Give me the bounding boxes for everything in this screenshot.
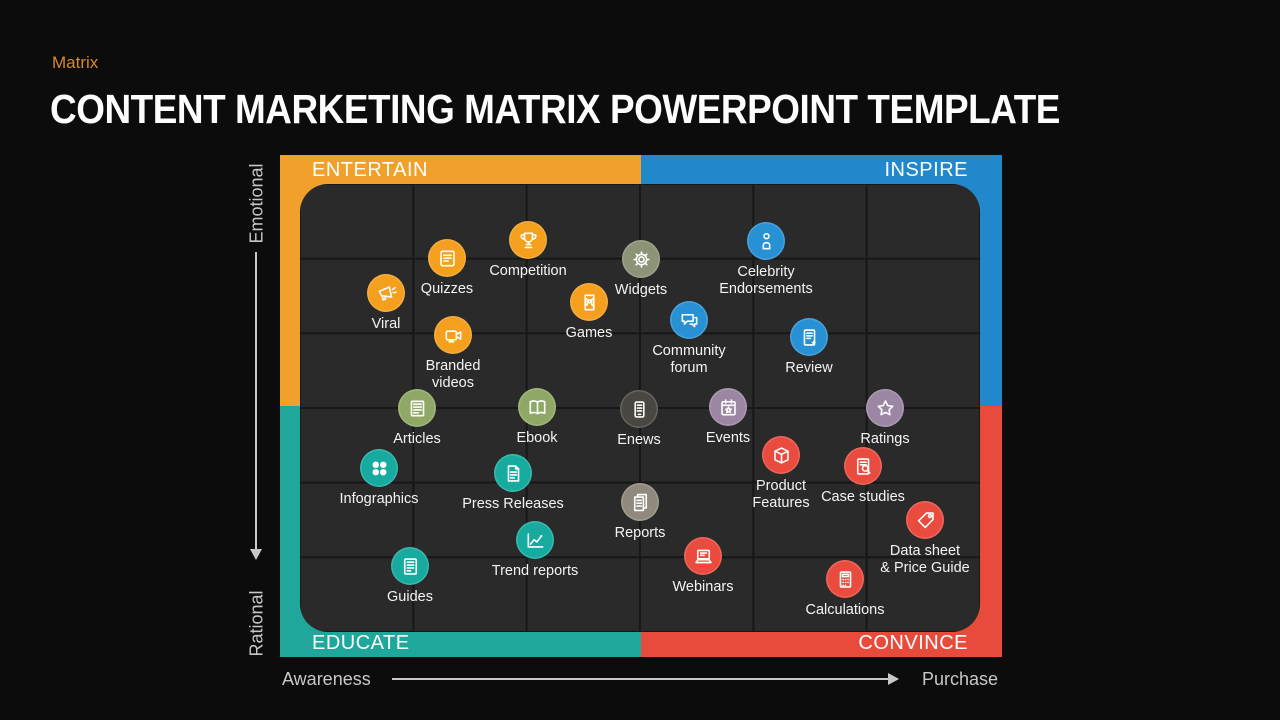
matrix-item-case-studies: Case studies — [788, 447, 938, 506]
video-camera-icon — [434, 316, 472, 354]
matrix-item-label: Review — [785, 360, 833, 376]
matrix-item-label: Branded videos — [425, 358, 481, 391]
gear-icon — [622, 240, 660, 278]
newspaper-icon — [398, 389, 436, 427]
person-icon — [747, 222, 785, 260]
clover-chart-icon — [360, 449, 398, 487]
matrix-item-webinars: Webinars — [628, 537, 778, 596]
matrix-item-label: Viral — [371, 316, 401, 332]
matrix-item-product-features: Product Features — [706, 436, 856, 511]
matrix-item-ebook: Ebook — [462, 388, 612, 447]
arcade-icon — [570, 283, 608, 321]
calendar-icon — [709, 388, 747, 426]
laptop-icon — [684, 537, 722, 575]
quadrant-label-educate: EDUCATE — [312, 632, 410, 654]
matrix-item-label: Ratings — [860, 431, 910, 447]
matrix-item-label: Calculations — [805, 602, 885, 618]
phone-news-icon — [620, 390, 658, 428]
product-box-icon — [762, 436, 800, 474]
matrix-item-articles: Articles — [342, 389, 492, 448]
matrix-item-reports: Reports — [565, 483, 715, 542]
matrix-item-label: Case studies — [821, 489, 905, 505]
doc-magnifier-icon — [844, 447, 882, 485]
matrix-item-review: Review — [734, 318, 884, 377]
matrix-item-label: Events — [705, 430, 751, 446]
matrix-item-ratings: Ratings — [810, 389, 960, 448]
matrix-item-label: Articles — [393, 431, 441, 447]
matrix-item-label: Guides — [387, 589, 433, 605]
doc-star-icon — [790, 318, 828, 356]
trend-chart-icon — [516, 521, 554, 559]
matrix-items: Viral Quizzes Competition Widgets Games Celeb… — [280, 155, 1002, 657]
matrix-item-branded-videos: Branded videos — [378, 316, 528, 391]
open-book-icon — [518, 388, 556, 426]
star-icon — [866, 389, 904, 427]
matrix-item-viral: Viral — [311, 274, 461, 333]
matrix-item-label: Widgets — [614, 282, 668, 298]
x-axis-label-purchase: Purchase — [922, 669, 999, 689]
y-axis-arrow — [255, 252, 257, 549]
content-marketing-matrix: ENTERTAIN INSPIRE EDUCATE CONVINCE Viral… — [280, 155, 1002, 657]
matrix-item-celebrity-endorsements: Celebrity Endorsements — [691, 222, 841, 297]
matrix-item-label: Press Releases — [462, 496, 564, 512]
slide-tag: Matrix — [52, 53, 99, 72]
matrix-item-guides: Guides — [335, 547, 485, 606]
press-doc-icon — [494, 454, 532, 492]
matrix-item-press-releases: Press Releases — [438, 454, 588, 513]
quadrant-label-entertain: ENTERTAIN — [312, 159, 428, 181]
matrix-item-label: Reports — [614, 525, 666, 541]
matrix-item-label: Trend reports — [491, 563, 579, 579]
megaphone-icon — [367, 274, 405, 312]
matrix-item-label: Community forum — [652, 343, 726, 376]
report-doc-icon — [621, 483, 659, 521]
matrix-item-community-forum: Community forum — [614, 301, 764, 376]
quadrant-label-convince: CONVINCE — [858, 632, 968, 654]
matrix-item-trend-reports: Trend reports — [460, 521, 610, 580]
matrix-item-infographics: Infographics — [304, 449, 454, 508]
y-axis-arrowhead-icon — [250, 549, 262, 560]
x-axis-arrow — [392, 678, 888, 680]
matrix-item-label: Infographics — [339, 491, 419, 507]
matrix-item-label: Celebrity Endorsements — [719, 264, 813, 297]
matrix-item-label: Quizzes — [420, 281, 474, 297]
slide-title: CONTENT MARKETING MATRIX POWERPOINT TEMP… — [50, 86, 1060, 132]
chat-icon — [670, 301, 708, 339]
x-axis-arrowhead-icon — [888, 673, 899, 685]
matrix-item-label: Games — [565, 325, 613, 341]
matrix-item-quizzes: Quizzes — [372, 239, 522, 298]
matrix-item-enews: Enews — [564, 390, 714, 449]
matrix-item-label: Product Features — [752, 478, 810, 511]
matrix-item-label: Enews — [617, 432, 661, 448]
matrix-item-events: Events — [653, 388, 803, 447]
x-axis-label-awareness: Awareness — [282, 669, 371, 689]
matrix-item-label: Data sheet & Price Guide — [880, 543, 970, 576]
y-axis-label-rational: Rational — [246, 590, 267, 657]
matrix-item-competition: Competition — [453, 221, 603, 280]
matrix-item-calculations: Calculations — [770, 560, 920, 619]
book-pen-icon — [428, 239, 466, 277]
matrix-item-widgets: Widgets — [566, 240, 716, 299]
price-tag-icon — [906, 501, 944, 539]
calculator-icon — [826, 560, 864, 598]
matrix-item-games: Games — [514, 283, 664, 342]
trophy-icon — [509, 221, 547, 259]
matrix-item-label: Competition — [489, 263, 567, 279]
matrix-item-label: Ebook — [516, 430, 558, 446]
quadrant-label-inspire: INSPIRE — [884, 159, 968, 181]
guide-doc-icon — [391, 547, 429, 585]
matrix-item-label: Webinars — [672, 579, 734, 595]
matrix-item-data-sheet-price-guide: Data sheet & Price Guide — [850, 501, 1000, 576]
y-axis-label-emotional: Emotional — [246, 163, 267, 244]
